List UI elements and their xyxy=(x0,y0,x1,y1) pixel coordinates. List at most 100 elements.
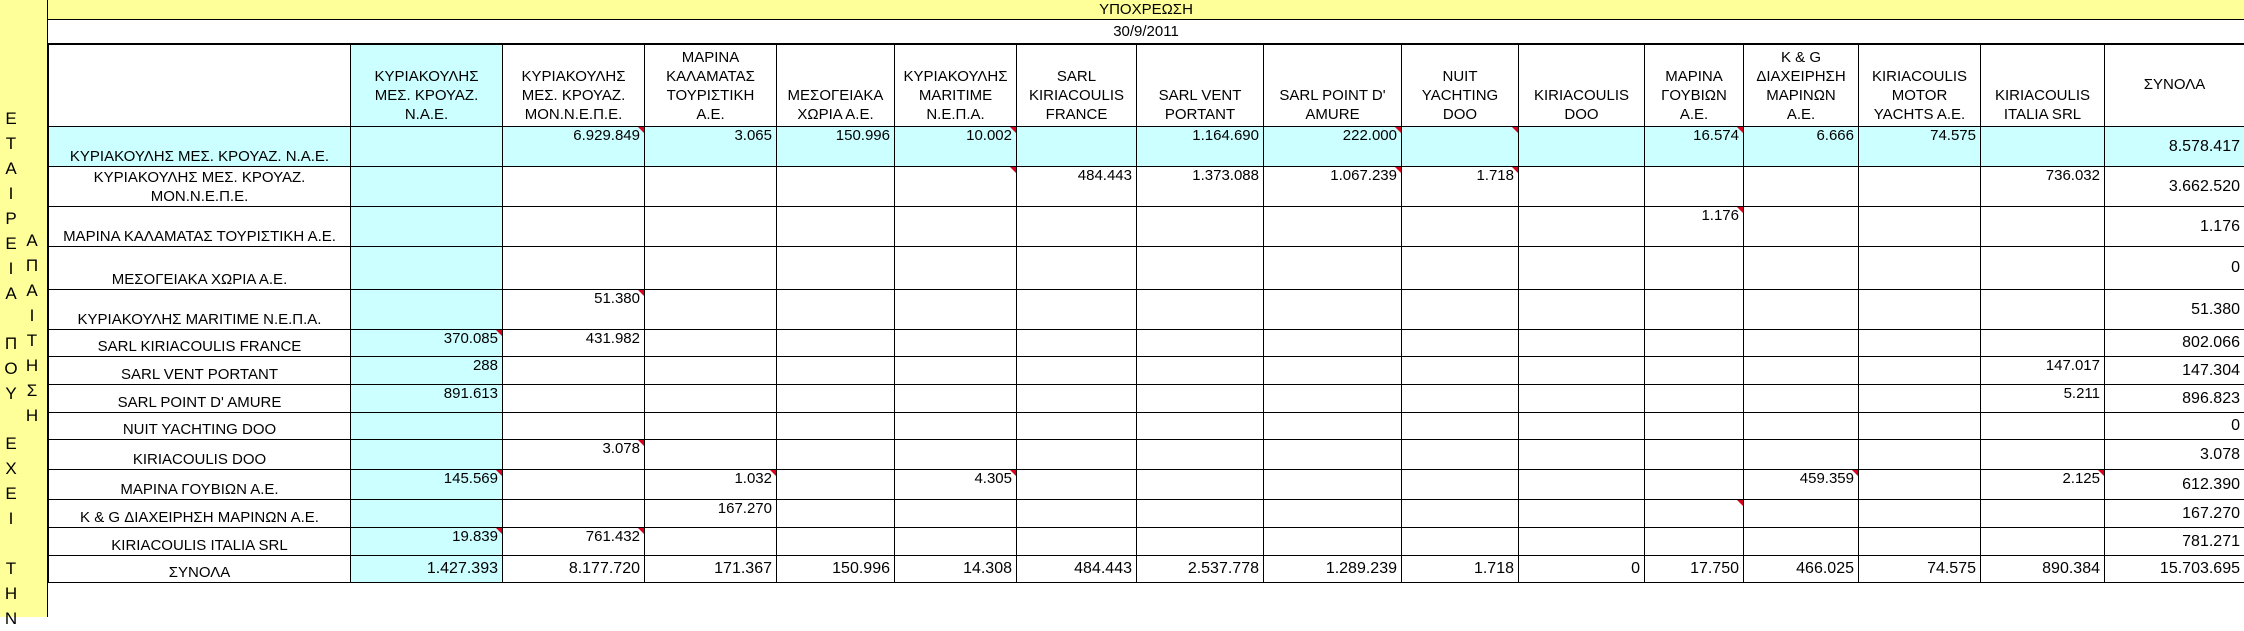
value-cell[interactable] xyxy=(1264,385,1402,413)
column-total-cell[interactable]: 1.289.239 xyxy=(1264,556,1402,583)
value-cell[interactable] xyxy=(1744,385,1859,413)
value-cell[interactable] xyxy=(1017,247,1137,290)
value-cell[interactable] xyxy=(1137,207,1264,247)
value-cell[interactable] xyxy=(503,470,645,500)
value-cell[interactable] xyxy=(1137,440,1264,470)
value-cell[interactable] xyxy=(1981,127,2105,167)
value-cell[interactable] xyxy=(1519,440,1645,470)
row-label[interactable]: KIRIACOULIS ITALIA SRL xyxy=(49,528,351,556)
row-total-cell[interactable]: 3.078 xyxy=(2105,440,2244,470)
value-cell[interactable] xyxy=(1017,385,1137,413)
value-cell[interactable] xyxy=(1017,500,1137,528)
value-cell[interactable] xyxy=(1137,247,1264,290)
value-cell[interactable] xyxy=(895,207,1017,247)
value-cell[interactable]: 1.176 xyxy=(1645,207,1744,247)
value-cell[interactable] xyxy=(777,167,895,207)
value-cell[interactable] xyxy=(645,207,777,247)
value-cell[interactable] xyxy=(1519,413,1645,440)
column-header[interactable]: SARL POINT D' AMURE xyxy=(1264,45,1402,127)
value-cell[interactable] xyxy=(503,167,645,207)
value-cell[interactable]: 16.574 xyxy=(1645,127,1744,167)
value-cell[interactable]: 6.929.849 xyxy=(503,127,645,167)
value-cell[interactable] xyxy=(1859,413,1981,440)
value-cell[interactable] xyxy=(1519,207,1645,247)
row-label[interactable]: ΚΥΡΙΑΚΟΥΛΗΣ MARITIME Ν.Ε.Π.Α. xyxy=(49,290,351,330)
value-cell[interactable] xyxy=(645,385,777,413)
value-cell[interactable] xyxy=(645,167,777,207)
value-cell[interactable] xyxy=(1137,413,1264,440)
value-cell[interactable] xyxy=(503,385,645,413)
value-cell[interactable] xyxy=(1859,247,1981,290)
value-cell[interactable] xyxy=(1859,167,1981,207)
value-cell[interactable] xyxy=(503,247,645,290)
column-header[interactable]: ΜΑΡΙΝΑ ΓΟΥΒΙΩΝ Α.Ε. xyxy=(1645,45,1744,127)
row-label[interactable]: SARL KIRIACOULIS FRANCE xyxy=(49,330,351,357)
value-cell[interactable] xyxy=(895,440,1017,470)
value-cell[interactable]: 891.613 xyxy=(351,385,503,413)
value-cell[interactable] xyxy=(645,290,777,330)
value-cell[interactable]: 147.017 xyxy=(1981,357,2105,385)
value-cell[interactable] xyxy=(1645,247,1744,290)
column-total-cell[interactable]: 8.177.720 xyxy=(503,556,645,583)
value-cell[interactable] xyxy=(1402,207,1519,247)
value-cell[interactable] xyxy=(1744,290,1859,330)
value-cell[interactable]: 150.996 xyxy=(777,127,895,167)
value-cell[interactable] xyxy=(1859,330,1981,357)
column-header[interactable]: SARL KIRIACOULIS FRANCE xyxy=(1017,45,1137,127)
value-cell[interactable] xyxy=(1859,385,1981,413)
row-label[interactable]: SARL POINT D' AMURE xyxy=(49,385,351,413)
value-cell[interactable] xyxy=(1981,247,2105,290)
value-cell[interactable] xyxy=(777,330,895,357)
value-cell[interactable] xyxy=(1264,413,1402,440)
value-cell[interactable] xyxy=(895,413,1017,440)
row-label[interactable]: NUIT YACHTING DOO xyxy=(49,413,351,440)
value-cell[interactable] xyxy=(1137,330,1264,357)
value-cell[interactable] xyxy=(1137,500,1264,528)
value-cell[interactable] xyxy=(1264,330,1402,357)
row-label[interactable]: ΚΥΡΙΑΚΟΥΛΗΣ ΜΕΣ. ΚΡΟΥΑΖ. ΜΟΝ.Ν.Ε.Π.Ε. xyxy=(49,167,351,207)
value-cell[interactable] xyxy=(1744,413,1859,440)
value-cell[interactable] xyxy=(1519,470,1645,500)
value-cell[interactable] xyxy=(1402,528,1519,556)
value-cell[interactable]: 6.666 xyxy=(1744,127,1859,167)
row-total-cell[interactable]: 167.270 xyxy=(2105,500,2244,528)
value-cell[interactable]: 222.000 xyxy=(1264,127,1402,167)
value-cell[interactable] xyxy=(1402,127,1519,167)
row-total-cell[interactable]: 0 xyxy=(2105,247,2244,290)
value-cell[interactable] xyxy=(895,500,1017,528)
value-cell[interactable] xyxy=(1017,207,1137,247)
value-cell[interactable] xyxy=(1137,385,1264,413)
value-cell[interactable] xyxy=(895,167,1017,207)
grand-total-cell[interactable]: 15.703.695 xyxy=(2105,556,2244,583)
value-cell[interactable]: 1.067.239 xyxy=(1264,167,1402,207)
value-cell[interactable] xyxy=(351,290,503,330)
row-total-cell[interactable]: 612.390 xyxy=(2105,470,2244,500)
value-cell[interactable] xyxy=(1402,470,1519,500)
value-cell[interactable] xyxy=(1017,330,1137,357)
value-cell[interactable] xyxy=(1981,500,2105,528)
column-total-cell[interactable]: 171.367 xyxy=(645,556,777,583)
value-cell[interactable] xyxy=(1519,167,1645,207)
row-total-cell[interactable]: 3.662.520 xyxy=(2105,167,2244,207)
value-cell[interactable] xyxy=(1017,413,1137,440)
value-cell[interactable] xyxy=(1519,385,1645,413)
value-cell[interactable] xyxy=(1859,357,1981,385)
column-header[interactable]: ΚΥΡΙΑΚΟΥΛΗΣ ΜΕΣ. ΚΡΟΥΑΖ. Ν.Α.Ε. xyxy=(351,45,503,127)
value-cell[interactable]: 3.065 xyxy=(645,127,777,167)
value-cell[interactable] xyxy=(1264,440,1402,470)
value-cell[interactable] xyxy=(1137,528,1264,556)
value-cell[interactable]: 736.032 xyxy=(1981,167,2105,207)
value-cell[interactable] xyxy=(645,528,777,556)
value-cell[interactable] xyxy=(1981,330,2105,357)
value-cell[interactable] xyxy=(1264,528,1402,556)
value-cell[interactable] xyxy=(1645,470,1744,500)
value-cell[interactable] xyxy=(351,167,503,207)
value-cell[interactable] xyxy=(1264,247,1402,290)
value-cell[interactable] xyxy=(645,413,777,440)
value-cell[interactable] xyxy=(1264,470,1402,500)
value-cell[interactable] xyxy=(1981,413,2105,440)
column-total-cell[interactable]: 1.427.393 xyxy=(351,556,503,583)
row-label[interactable]: K & G ΔΙΑΧΕΙΡΗΣΗ ΜΑΡΙΝΩΝ Α.Ε. xyxy=(49,500,351,528)
row-label[interactable]: ΚΥΡΙΑΚΟΥΛΗΣ ΜΕΣ. ΚΡΟΥΑΖ. Ν.Α.Ε. xyxy=(49,127,351,167)
column-total-cell[interactable]: 0 xyxy=(1519,556,1645,583)
